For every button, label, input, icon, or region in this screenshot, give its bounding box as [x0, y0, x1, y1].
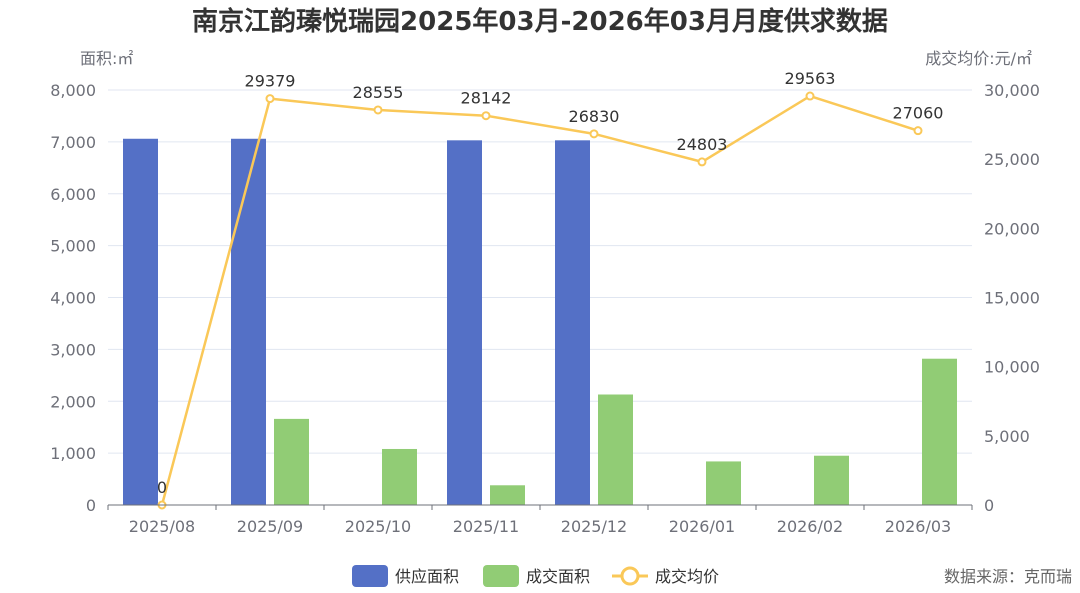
- legend-item[interactable]: 成交均价: [612, 566, 719, 586]
- legend-swatch-marker: [620, 566, 640, 586]
- legend[interactable]: 供应面积 成交面积 成交均价: [352, 565, 719, 587]
- x-tick-label: 2025/09: [237, 517, 303, 536]
- price-data-label: 0: [157, 478, 167, 497]
- left-axis-name: 面积:㎡: [80, 49, 133, 68]
- left-tick-label: 6,000: [50, 185, 96, 204]
- deal-bar: [490, 485, 525, 505]
- right-tick-label: 15,000: [984, 289, 1040, 308]
- x-tick-label: 2025/08: [129, 517, 195, 536]
- left-tick-label: 3,000: [50, 340, 96, 359]
- legend-item[interactable]: 成交面积: [483, 565, 590, 587]
- deal-bar: [382, 448, 417, 505]
- supply-bar: [231, 138, 266, 505]
- right-axis-name: 成交均价:元/㎡: [925, 49, 1032, 68]
- left-tick-label: 0: [86, 496, 96, 515]
- price-data-label: 24803: [677, 135, 728, 154]
- price-data-label: 29563: [785, 69, 836, 88]
- legend-label: 成交均价: [655, 567, 719, 586]
- deal-bar: [598, 394, 633, 505]
- left-tick-label: 7,000: [50, 133, 96, 152]
- legend-item[interactable]: 供应面积: [352, 565, 459, 587]
- axes: 0 1,000 2,000 3,000 4,000 5,000 6,000 7,000 8,00…: [50, 81, 1040, 536]
- price-line: 0 29379 28555 28142 26830 24803 29563 27060: [157, 69, 944, 510]
- x-tick-label: 2026/01: [669, 517, 735, 536]
- supply-bar: [123, 138, 158, 505]
- price-polyline: [160, 94, 919, 506]
- price-point: [373, 105, 383, 115]
- x-tick-label: 2025/11: [453, 517, 519, 536]
- bars: [123, 138, 957, 505]
- deal-bar: [922, 358, 957, 505]
- price-point: [805, 91, 815, 101]
- x-tick-label: 2025/10: [345, 517, 411, 536]
- left-tick-label: 1,000: [50, 444, 96, 463]
- price-point: [265, 94, 275, 104]
- price-data-label: 26830: [569, 107, 620, 126]
- price-data-label: 28555: [353, 83, 404, 102]
- deal-bar: [706, 461, 741, 505]
- price-data-label: 28142: [461, 89, 512, 108]
- legend-label: 成交面积: [526, 567, 590, 586]
- left-tick-label: 8,000: [50, 81, 96, 100]
- price-point: [481, 111, 491, 121]
- x-tick-label: 2026/02: [777, 517, 843, 536]
- right-tick-label: 20,000: [984, 219, 1040, 238]
- legend-swatch: [352, 565, 388, 587]
- left-tick-label: 2,000: [50, 392, 96, 411]
- x-tick-label: 2026/03: [885, 517, 951, 536]
- right-tick-label: 30,000: [984, 81, 1040, 100]
- legend-swatch: [483, 565, 519, 587]
- right-tick-label: 5,000: [984, 427, 1030, 446]
- price-point: [697, 157, 707, 167]
- deal-bar: [814, 455, 849, 505]
- deal-bar: [274, 418, 309, 505]
- right-tick-label: 25,000: [984, 150, 1040, 169]
- left-tick-label: 5,000: [50, 237, 96, 256]
- chart-title: 南京江韵瑧悦瑞园2025年03月-2026年03月月度供求数据: [192, 6, 888, 37]
- legend-label: 供应面积: [395, 567, 459, 586]
- price-data-label: 29379: [245, 72, 296, 91]
- price-point: [913, 126, 923, 136]
- price-data-label: 27060: [893, 104, 944, 123]
- supply-bar: [447, 140, 482, 505]
- left-tick-label: 4,000: [50, 289, 96, 308]
- supply-bar: [555, 140, 590, 505]
- source-note: 数据来源：克而瑞: [944, 567, 1072, 586]
- x-tick-label: 2025/12: [561, 517, 627, 536]
- right-tick-label: 0: [984, 496, 994, 515]
- right-tick-label: 10,000: [984, 358, 1040, 377]
- price-point: [589, 129, 599, 139]
